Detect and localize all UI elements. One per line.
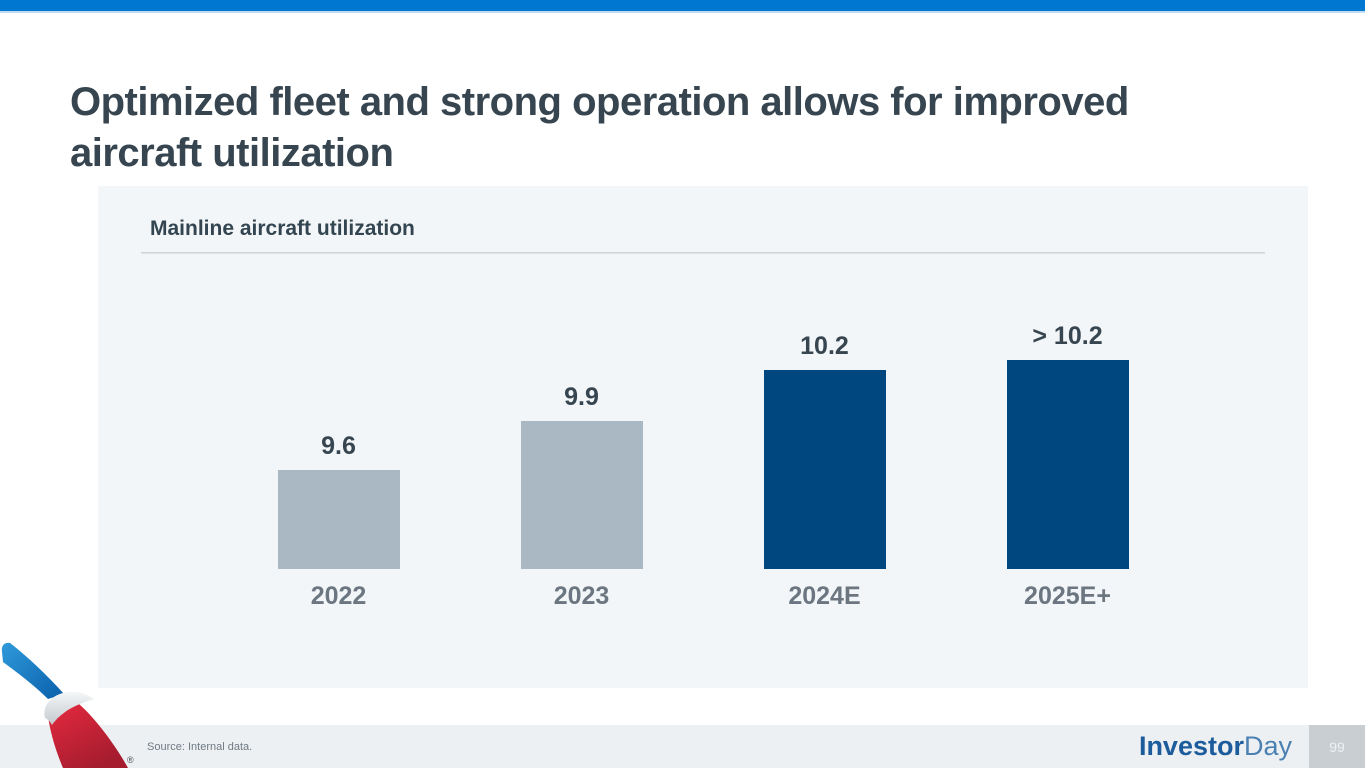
bar-chart: 9.6 9.9 10.2 > 10.2 (98, 322, 1308, 569)
investor-day-logo-bold: Investor (1138, 731, 1244, 761)
investor-day-logo: InvestorDay (1139, 731, 1292, 762)
logo-blue-wing (1, 642, 64, 699)
logo-red-wing (47, 699, 129, 768)
registered-trademark-symbol: ® (127, 755, 134, 765)
bar-group-2023: 9.9 (520, 383, 643, 569)
page-number-badge: 99 (1309, 725, 1365, 768)
bar-value-label: 9.9 (564, 383, 599, 411)
page-title-line-1: Optimized fleet and strong operation all… (70, 79, 1129, 124)
x-axis-label: 2022 (310, 582, 367, 610)
bar-group-2022: 9.6 (277, 432, 400, 569)
x-axis-label: 2025E+ (1024, 582, 1111, 610)
american-airlines-flight-symbol-logo (1, 642, 129, 768)
page-title: Optimized fleet and strong operation all… (70, 77, 1315, 179)
page-title-line-2: aircraft utilization (70, 130, 394, 175)
bar (277, 470, 400, 569)
x-axis-label: 2024E (788, 582, 861, 610)
logo-silver-beak (44, 691, 94, 725)
footer: Source: Internal data. InvestorDay 99 (0, 725, 1365, 768)
source-note: Source: Internal data. (147, 740, 253, 753)
chart-panel: Mainline aircraft utilization 9.6 9.9 10… (98, 186, 1308, 688)
x-axis-labels: 2022 2023 2024E 2025E+ (98, 582, 1308, 611)
bar-group-2025e: > 10.2 (1006, 322, 1129, 569)
bar (1006, 360, 1129, 569)
bar-value-label: 10.2 (800, 332, 849, 360)
chart-title-divider (141, 252, 1265, 253)
bar (763, 370, 886, 569)
investor-day-logo-light: Day (1243, 731, 1292, 761)
bar-value-label: > 10.2 (1032, 322, 1103, 350)
bar (520, 421, 643, 569)
x-axis-label: 2023 (553, 582, 610, 610)
bar-value-label: 9.6 (321, 432, 356, 460)
accent-top-bar (0, 0, 1365, 13)
chart-title: Mainline aircraft utilization (150, 217, 415, 240)
bar-group-2024e: 10.2 (763, 332, 886, 569)
